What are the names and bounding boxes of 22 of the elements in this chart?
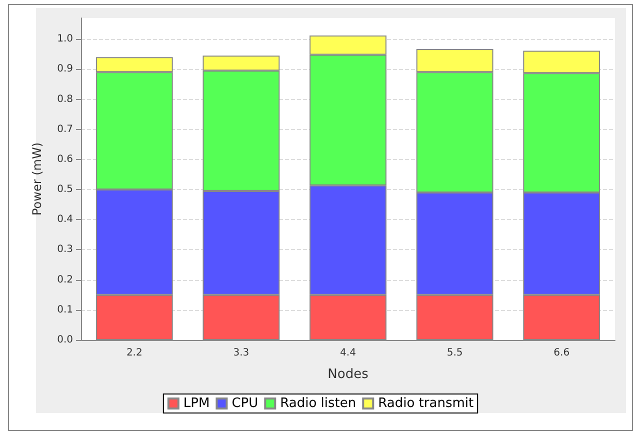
y-axis-title: Power (mW) xyxy=(30,142,44,216)
y-tick-label: 0.5 xyxy=(57,184,73,196)
x-tick-label: 3.3 xyxy=(233,348,250,358)
y-tick-label: 0.8 xyxy=(57,94,73,105)
y-tick-label: 0.0 xyxy=(57,334,73,346)
x-tick-label: 4.4 xyxy=(340,348,356,358)
legend-label: Radio listen xyxy=(280,396,356,411)
y-tick-label: 0.7 xyxy=(57,124,73,135)
x-tick-label: 2.2 xyxy=(126,348,142,358)
x-tick-label: 5.5 xyxy=(446,348,463,358)
y-tick-label: 1.0 xyxy=(57,34,73,45)
legend-label: CPU xyxy=(232,396,258,411)
y-tick-label: 0.1 xyxy=(57,304,73,316)
legend-label: Radio transmit xyxy=(378,396,474,411)
y-tick-label: 0.6 xyxy=(57,154,73,165)
x-tick-label: 6.6 xyxy=(554,348,570,358)
y-tick-label: 0.4 xyxy=(57,214,73,226)
y-tick-label: 0.9 xyxy=(57,64,73,75)
x-axis-title: Nodes xyxy=(328,367,369,382)
y-tick-label: 0.2 xyxy=(57,274,73,286)
y-tick-label: 0.3 xyxy=(57,244,73,256)
legend-label: LPM xyxy=(183,396,210,411)
